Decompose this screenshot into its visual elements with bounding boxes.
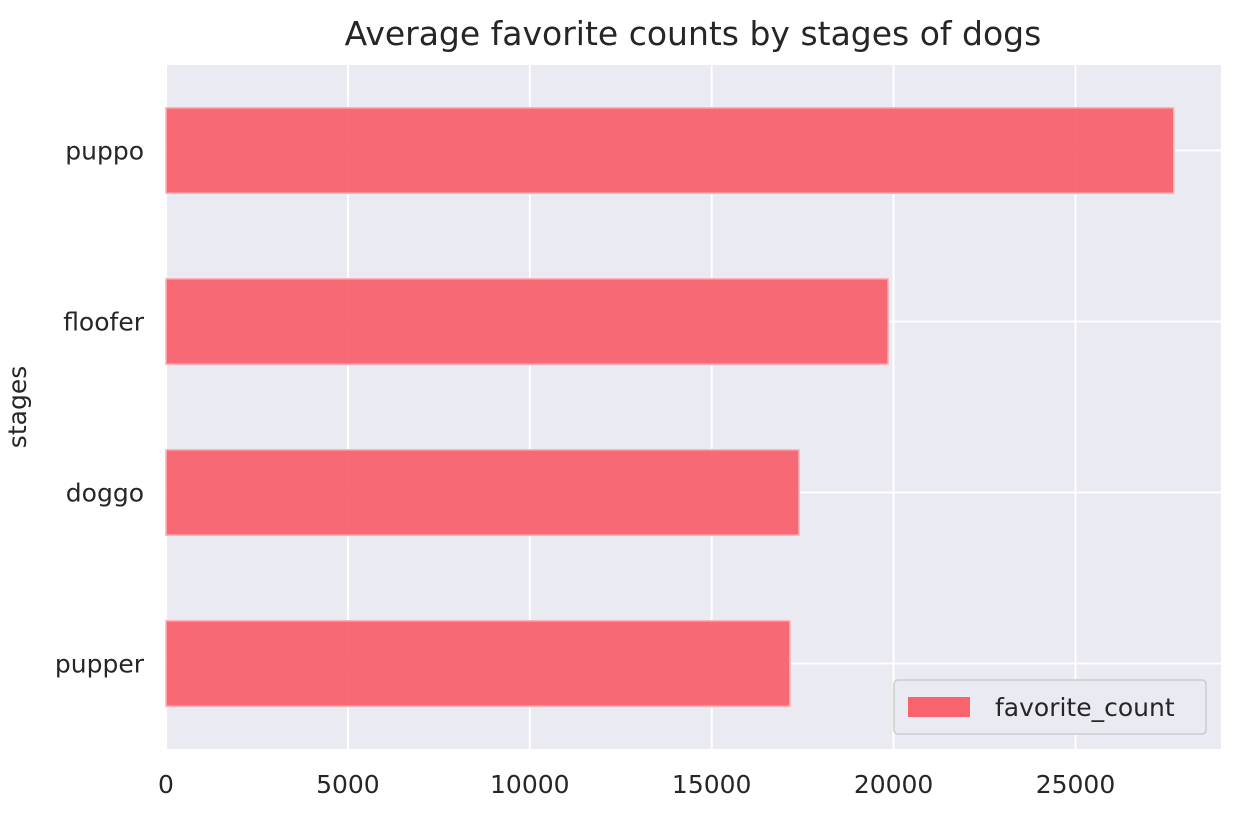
- x-tick-labels: 0 5000 10000 15000 20000 25000: [158, 770, 1115, 799]
- x-tick-label: 0: [158, 770, 174, 799]
- x-tick-label: 25000: [1036, 770, 1116, 799]
- legend-swatch: [908, 697, 970, 717]
- chart-title: Average favorite counts by stages of dog…: [345, 14, 1042, 53]
- legend: favorite_count: [893, 679, 1207, 735]
- legend-box: [893, 679, 1207, 735]
- y-tick-label: floofer: [63, 308, 145, 337]
- bars: [165, 107, 1175, 707]
- y-tick-label: pupper: [55, 650, 145, 679]
- bar-puppo: [165, 107, 1175, 194]
- y-tick-label: doggo: [66, 479, 144, 508]
- y-axis-label: stages: [3, 366, 32, 448]
- y-tick-labels: puppo floofer doggo pupper: [55, 137, 145, 679]
- x-tick-label: 20000: [854, 770, 934, 799]
- x-tick-label: 10000: [490, 770, 570, 799]
- legend-label: favorite_count: [995, 693, 1175, 722]
- x-tick-label: 15000: [672, 770, 752, 799]
- x-tick-label: 5000: [316, 770, 380, 799]
- bar-doggo: [165, 449, 800, 536]
- bar-pupper: [165, 620, 791, 707]
- y-tick-label: puppo: [65, 137, 144, 166]
- bar-floofer: [165, 278, 889, 365]
